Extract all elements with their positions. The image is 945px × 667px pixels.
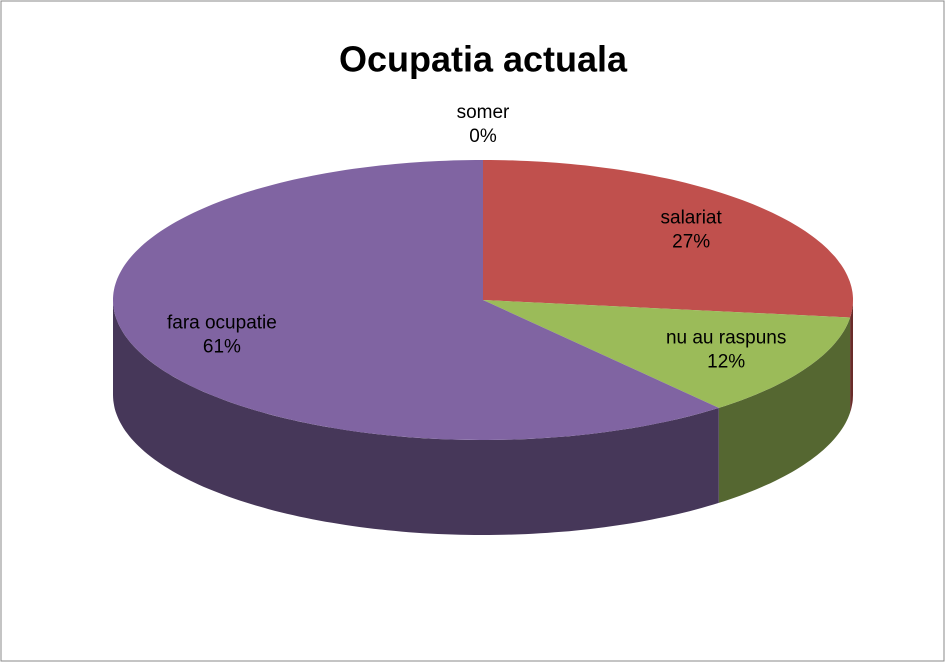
data-label-value: 12%	[707, 352, 745, 373]
data-label-value: 27%	[672, 232, 710, 253]
pie-slice-side	[113, 300, 719, 535]
data-label-name: somer	[457, 102, 510, 123]
pie-slice-side	[850, 300, 853, 413]
chart-title: Ocupatia actuala	[339, 39, 628, 80]
pie-slice	[483, 300, 851, 408]
pie-slice	[113, 160, 719, 440]
data-label-name: salariat	[661, 208, 723, 229]
pie-slice	[483, 160, 853, 318]
data-label-name: fara ocupatie	[167, 313, 277, 334]
data-label-name: nu au raspuns	[666, 328, 786, 349]
data-label-value: 61%	[203, 337, 241, 358]
data-label-value: 0%	[469, 126, 497, 147]
pie-slice-side	[718, 317, 851, 503]
